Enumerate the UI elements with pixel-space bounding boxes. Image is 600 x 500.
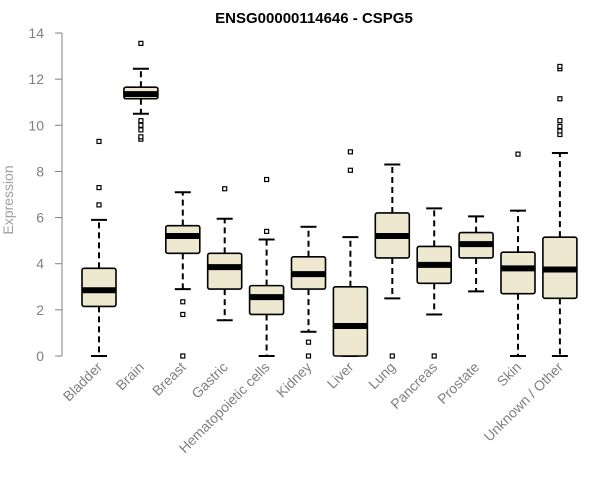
box-group: [374, 163, 411, 359]
outlier-point: [557, 118, 563, 124]
outlier-point: [557, 96, 563, 102]
x-tick-label: Lung: [365, 359, 398, 392]
outlier-point: [305, 353, 312, 359]
outlier-point: [138, 118, 144, 124]
outlier-point: [557, 63, 563, 70]
y-tick-label: 0: [36, 348, 44, 364]
box: [332, 285, 369, 357]
box-group: [248, 176, 285, 357]
outlier-point: [305, 339, 312, 345]
x-tick-label: Prostate: [434, 359, 482, 407]
outlier-point: [138, 134, 144, 140]
outlier-point: [222, 186, 228, 192]
x-tick-label: Kidney: [273, 359, 315, 401]
box: [165, 224, 201, 255]
box-group: [458, 215, 494, 293]
boxes: [81, 40, 578, 359]
box-group: [500, 151, 536, 357]
outlier-point: [96, 202, 102, 208]
outlier-point: [347, 167, 353, 173]
outlier-point: [557, 128, 563, 134]
box-group: [206, 186, 243, 322]
x-tick-label: Brain: [113, 359, 147, 393]
outlier-point: [557, 123, 563, 130]
box-group: [81, 138, 117, 357]
box-group: [416, 207, 453, 359]
y-tick-label: 14: [28, 25, 44, 41]
x-tick-label: Bladder: [60, 359, 106, 405]
chart-title: ENSG00000114646 - CSPG5: [215, 10, 413, 27]
y-tick-label: 6: [36, 210, 44, 226]
x-tick-label: Liver: [324, 359, 357, 392]
x-tick-label: Breast: [149, 359, 189, 399]
outlier-point: [138, 40, 144, 46]
x-tick-label: Unknown / Other: [480, 359, 566, 445]
outlier-point: [138, 127, 144, 133]
outlier-point: [431, 353, 437, 359]
box-group: [290, 225, 327, 359]
y-tick-label: 10: [28, 117, 44, 133]
outlier-point: [347, 149, 353, 155]
box-group: [165, 191, 201, 359]
box-group: [123, 40, 159, 142]
y-tick-label: 8: [36, 163, 44, 179]
outlier-point: [180, 353, 186, 359]
outlier-point: [264, 176, 270, 183]
x-tick-label: Pancreas: [387, 359, 440, 412]
box-group: [542, 63, 578, 357]
outlier-point: [96, 184, 102, 191]
y-axis: 0 2 4 6 8 10 12 14: [28, 25, 63, 364]
outlier-point: [138, 122, 144, 128]
box: [206, 252, 243, 290]
outlier-point: [264, 228, 270, 235]
y-tick-label: 4: [36, 256, 44, 272]
outlier-point: [96, 138, 102, 145]
outlier-point: [515, 151, 521, 157]
outlier-point: [180, 299, 186, 305]
box: [500, 251, 536, 295]
y-tick-label: 12: [28, 71, 44, 87]
outlier-point: [180, 311, 186, 318]
y-tick-label: 2: [36, 302, 44, 318]
box-group: [332, 149, 369, 357]
x-tick-label: Skin: [494, 359, 525, 390]
outlier-point: [389, 353, 395, 359]
y-axis-label: Expression: [0, 165, 16, 234]
